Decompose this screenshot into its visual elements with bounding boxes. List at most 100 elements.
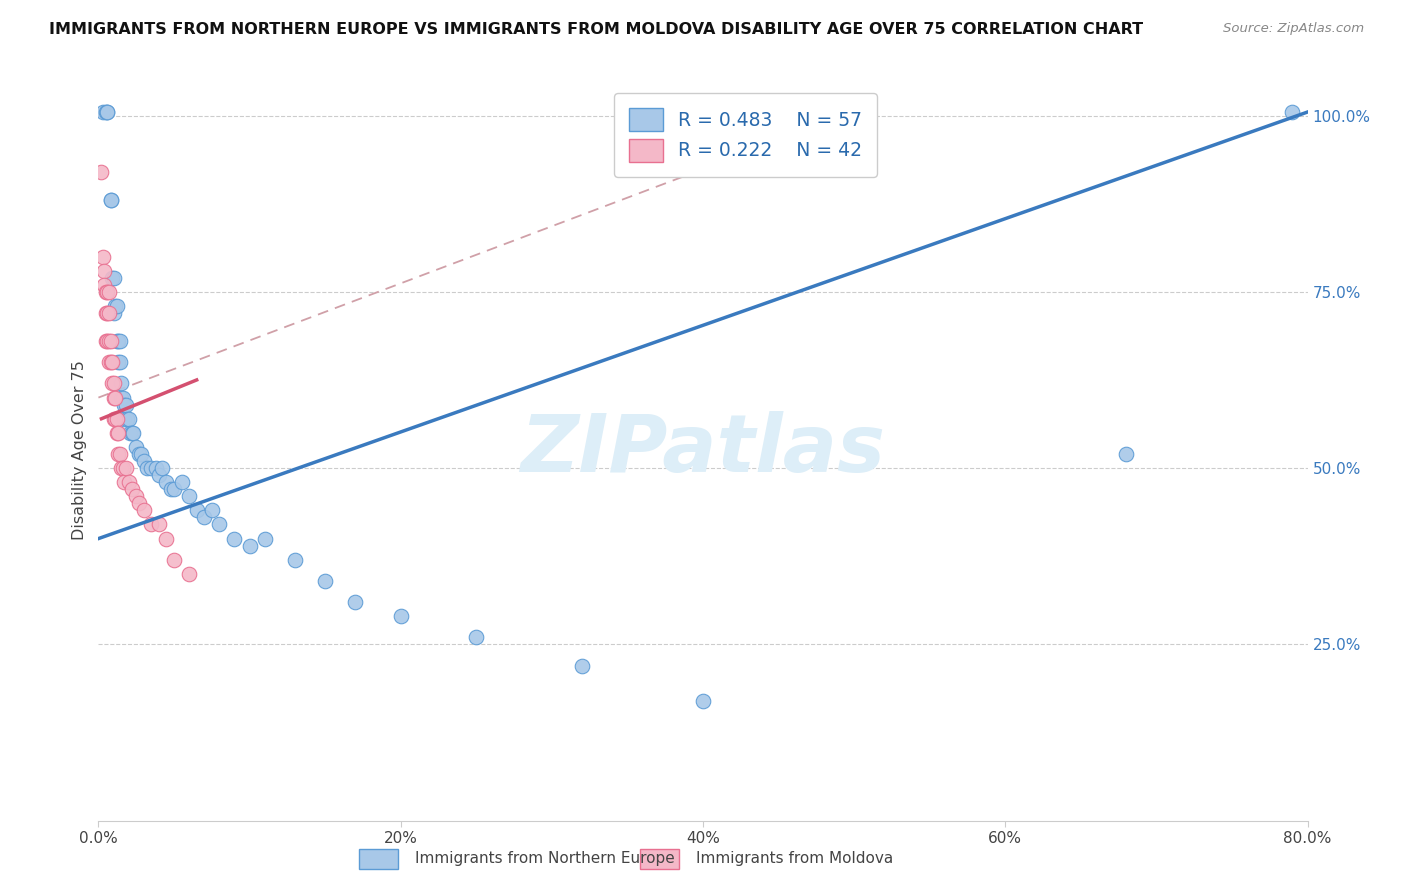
Point	[125, 489, 148, 503]
Point	[122, 425, 145, 440]
Point	[94, 334, 117, 348]
Point	[148, 468, 170, 483]
Point	[155, 532, 177, 546]
Point	[125, 440, 148, 454]
Point	[465, 630, 488, 644]
Point	[128, 447, 150, 461]
Point	[692, 694, 714, 708]
FancyBboxPatch shape	[359, 849, 398, 869]
Point	[389, 609, 412, 624]
Point	[105, 334, 128, 348]
Point	[90, 165, 112, 179]
Point	[94, 306, 117, 320]
Point	[98, 334, 121, 348]
Point	[121, 425, 143, 440]
Point	[96, 105, 118, 120]
Point	[107, 355, 129, 369]
Point	[103, 411, 125, 425]
Point	[94, 285, 117, 299]
Point	[96, 334, 118, 348]
Point	[179, 489, 201, 503]
Point	[101, 355, 124, 369]
Point	[201, 503, 224, 517]
Point	[91, 105, 114, 120]
Point	[179, 566, 201, 581]
FancyBboxPatch shape	[640, 849, 679, 869]
Point	[132, 454, 155, 468]
Point	[100, 355, 122, 369]
Point	[141, 517, 163, 532]
Point	[100, 334, 122, 348]
Point	[163, 553, 186, 567]
Point	[118, 411, 141, 425]
Point	[94, 105, 117, 120]
Y-axis label: Disability Age Over 75: Disability Age Over 75	[72, 360, 87, 541]
Point	[104, 391, 127, 405]
Point	[98, 355, 121, 369]
Point	[108, 447, 131, 461]
Point	[112, 411, 135, 425]
Point	[91, 250, 114, 264]
Point	[108, 334, 131, 348]
Point	[103, 391, 125, 405]
Point	[253, 532, 276, 546]
Point	[107, 425, 129, 440]
Legend: R = 0.483    N = 57, R = 0.222    N = 42: R = 0.483 N = 57, R = 0.222 N = 42	[614, 94, 877, 177]
Point	[344, 595, 367, 609]
Point	[96, 285, 118, 299]
Point	[1115, 447, 1137, 461]
Point	[129, 447, 152, 461]
Point	[93, 277, 115, 292]
Point	[111, 391, 134, 405]
Point	[98, 285, 121, 299]
Point	[135, 461, 157, 475]
Point	[163, 482, 186, 496]
Text: Immigrants from Northern Europe: Immigrants from Northern Europe	[415, 851, 675, 865]
Point	[208, 517, 231, 532]
Point	[314, 574, 336, 588]
Text: Immigrants from Moldova: Immigrants from Moldova	[696, 851, 893, 865]
Point	[114, 461, 136, 475]
Point	[105, 299, 128, 313]
Point	[100, 193, 122, 207]
Point	[96, 306, 118, 320]
Point	[101, 270, 124, 285]
Point	[170, 475, 193, 490]
Point	[284, 553, 307, 567]
Point	[115, 411, 138, 425]
Point	[105, 425, 128, 440]
Point	[160, 482, 183, 496]
Point	[111, 461, 134, 475]
Point	[1281, 105, 1303, 120]
Text: IMMIGRANTS FROM NORTHERN EUROPE VS IMMIGRANTS FROM MOLDOVA DISABILITY AGE OVER 7: IMMIGRANTS FROM NORTHERN EUROPE VS IMMIG…	[49, 22, 1143, 37]
Point	[150, 461, 173, 475]
Text: Source: ZipAtlas.com: Source: ZipAtlas.com	[1223, 22, 1364, 36]
Point	[104, 299, 127, 313]
Point	[112, 398, 135, 412]
Text: ZIPatlas: ZIPatlas	[520, 411, 886, 490]
Point	[112, 475, 135, 490]
Point	[96, 105, 118, 120]
Point	[224, 532, 246, 546]
Point	[114, 398, 136, 412]
Point	[105, 411, 128, 425]
Point	[110, 391, 132, 405]
Point	[103, 376, 125, 391]
Point	[103, 306, 125, 320]
Point	[107, 447, 129, 461]
Point	[145, 461, 167, 475]
Point	[186, 503, 208, 517]
Point	[571, 658, 593, 673]
Point	[101, 376, 124, 391]
Point	[118, 475, 141, 490]
Point	[107, 334, 129, 348]
Point	[148, 517, 170, 532]
Point	[120, 425, 142, 440]
Point	[193, 510, 215, 524]
Point	[93, 263, 115, 277]
Point	[121, 482, 143, 496]
Point	[98, 306, 121, 320]
Point	[239, 539, 262, 553]
Point	[100, 193, 122, 207]
Point	[155, 475, 177, 490]
